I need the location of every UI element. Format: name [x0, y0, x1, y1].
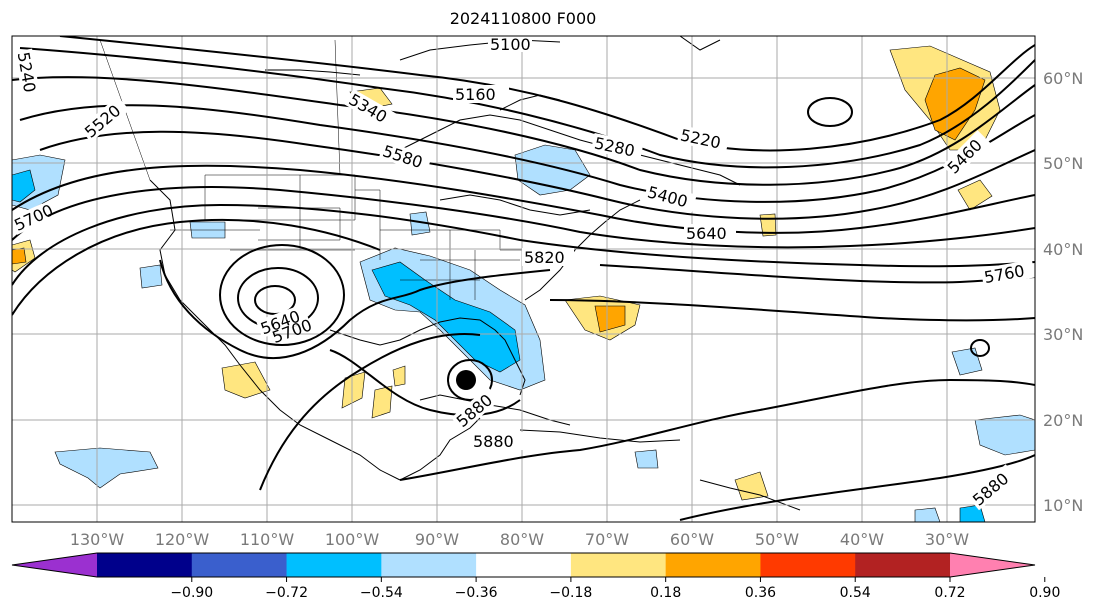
colorbar-segment: [191, 553, 288, 577]
lon-label: 60°W: [670, 530, 714, 549]
lat-label: 40°N: [1043, 240, 1083, 259]
shade-light-blue-car: [634, 449, 659, 469]
state-borders: [99, 39, 560, 300]
contour-label: 5820: [524, 248, 565, 267]
shade-light-blue-se: [974, 414, 1035, 456]
shade-light-blue-east2: [409, 211, 431, 236]
contour-labels: 5100 5160 5340 5580 5280 5220 5460 5400 …: [9, 35, 1035, 511]
colorbar-tick-label: −0.72: [265, 585, 308, 601]
lon-label: 50°W: [755, 530, 799, 549]
colorbar-segment: [476, 553, 572, 577]
latitude-labels: 60°N 50°N 40°N 30°N 20°N 10°N: [1043, 69, 1083, 515]
colorbar-segment: [286, 553, 382, 577]
colorbar-segment: [570, 553, 667, 577]
colorbar-tick-label: 0.90: [1029, 585, 1060, 601]
contour-label: 5880: [473, 432, 514, 451]
colorbar-extend-right: [950, 553, 1035, 577]
colorbar-segment: [381, 553, 477, 577]
shade-light-blue-pac2: [139, 264, 163, 289]
lon-label: 130°W: [70, 530, 125, 549]
lon-label: 80°W: [500, 530, 544, 549]
colorbar-segment: [855, 553, 951, 577]
colorbar-segment: [97, 553, 193, 577]
shade-yellow-ne2: [957, 179, 993, 211]
contour-label: 5100: [490, 35, 531, 54]
colorbar-tick-label: 0.18: [650, 585, 681, 601]
lon-label: 70°W: [585, 530, 629, 549]
map-title: 2024110800 F000: [449, 9, 597, 28]
shade-light-blue-bot: [914, 507, 941, 522]
colorbar-tick-label: −0.36: [455, 585, 498, 601]
shade-orange-atlantic: [594, 305, 626, 333]
shade-yellow-mex: [221, 361, 271, 399]
lat-label: 20°N: [1043, 411, 1083, 430]
shade-light-blue-pac: [54, 447, 159, 489]
colorbar-tick-label: 0.54: [840, 585, 871, 601]
shade-orange-ne: [924, 67, 986, 141]
shade-blue-us: [371, 261, 521, 373]
shade-yellow-gulf3: [392, 365, 406, 387]
lon-label: 120°W: [155, 530, 210, 549]
contour-label: 5160: [455, 85, 496, 104]
lat-label: 50°N: [1043, 154, 1083, 173]
shade-yellow-car: [734, 471, 769, 501]
lon-label: 90°W: [415, 530, 459, 549]
shade-blue-west: [12, 169, 36, 203]
colorbar-tick-label: −0.54: [360, 585, 403, 601]
map-frame: [11, 35, 1036, 523]
longitude-labels: 130°W 120°W 110°W 100°W 90°W 80°W 70°W 6…: [70, 530, 969, 549]
lon-label: 100°W: [325, 530, 380, 549]
lon-label: 40°W: [840, 530, 884, 549]
low-center-contours: [219, 97, 990, 401]
colorbar-tick-label: −0.90: [170, 585, 213, 601]
lon-label: 30°W: [925, 530, 969, 549]
hurricane-center-marker: [456, 370, 476, 390]
lat-label: 10°N: [1043, 496, 1083, 515]
colorbar-outline: [11, 552, 1036, 578]
colorbar-segment: [665, 553, 761, 577]
lat-label: 30°N: [1043, 325, 1083, 344]
lon-label: 110°W: [240, 530, 295, 549]
shade-yellow-gulf1: [341, 371, 366, 409]
colorbar-tick-label: 0.72: [934, 585, 965, 601]
colorbar-tick-label: 0.36: [745, 585, 776, 601]
contour-label: 5640: [686, 224, 727, 243]
colorbar-segment: [760, 553, 856, 577]
colorbar-extend-left: [12, 553, 97, 577]
colorbar-tick-label: −0.18: [549, 585, 592, 601]
lat-label: 60°N: [1043, 69, 1083, 88]
colorbar: −0.90 −0.72 −0.54 −0.36 −0.18 0.18 0.36 0.54 0.7…: [11, 552, 1060, 601]
shade-orange-west: [12, 247, 27, 265]
